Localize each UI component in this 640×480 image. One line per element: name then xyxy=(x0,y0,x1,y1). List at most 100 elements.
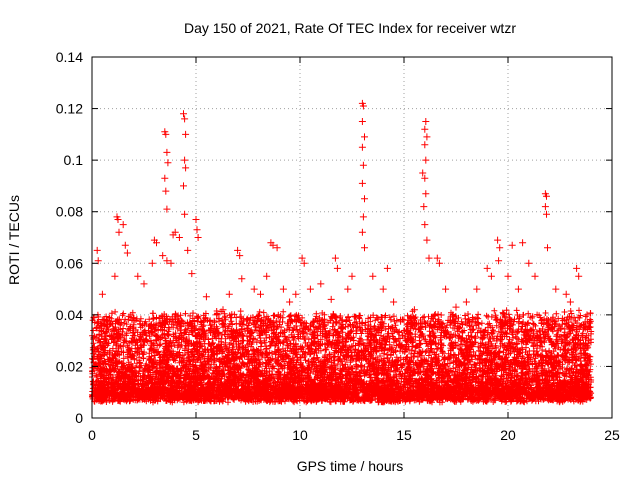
scatter-point xyxy=(358,143,366,151)
scatter-point xyxy=(153,239,160,247)
scatter-point xyxy=(400,316,408,324)
scatter-point xyxy=(225,290,233,298)
scatter-point xyxy=(236,252,244,260)
scatter-point xyxy=(487,272,495,280)
scatter-point xyxy=(171,228,179,236)
scatter-point xyxy=(298,254,306,262)
x-tick-label: 0 xyxy=(88,427,96,443)
scatter-point xyxy=(508,241,516,249)
scatter-point xyxy=(114,216,122,223)
scatter-point xyxy=(442,285,450,293)
y-axis-title: ROTI / TECUs xyxy=(6,195,22,285)
scatter-point xyxy=(543,210,550,218)
scatter-point xyxy=(504,272,512,280)
scatter-point xyxy=(514,285,522,293)
scatter-point xyxy=(344,285,352,293)
chart-title: Day 150 of 2021, Rate Of TEC Index for r… xyxy=(184,20,516,36)
scatter-point xyxy=(188,270,196,278)
scatter-point xyxy=(358,118,366,125)
scatter-point xyxy=(292,290,300,298)
scatter-point xyxy=(181,115,189,123)
scatter-point xyxy=(159,252,167,260)
scatter-point xyxy=(361,244,368,252)
scatter-point xyxy=(162,187,170,195)
scatter-point xyxy=(234,246,242,254)
scatter-point xyxy=(175,234,183,241)
scatter-point xyxy=(327,295,335,303)
scatter-point xyxy=(421,174,429,182)
scatter-point xyxy=(279,285,287,293)
scatter-point xyxy=(164,159,172,167)
scatter-point xyxy=(202,293,210,301)
y-tick-label: 0.02 xyxy=(56,358,83,374)
scatter-point xyxy=(361,195,368,203)
y-tick-label: 0 xyxy=(75,410,83,426)
scatter-point xyxy=(543,192,550,200)
scatter-point xyxy=(531,272,539,280)
scatter-point xyxy=(163,148,171,156)
scatter-point xyxy=(544,244,551,252)
scatter-point xyxy=(98,290,106,298)
scatter-point xyxy=(140,280,148,288)
x-tick-label: 25 xyxy=(604,427,620,443)
scatter-point xyxy=(425,254,433,262)
scatter-point xyxy=(273,244,281,252)
scatter-point xyxy=(422,156,430,164)
scatter-point xyxy=(121,241,129,249)
scatter-point xyxy=(348,272,356,280)
scatter-point xyxy=(94,257,102,265)
x-tick-label: 15 xyxy=(396,427,412,443)
scatter-point xyxy=(420,203,428,211)
scatter-point xyxy=(519,239,527,247)
y-tick-label: 0.1 xyxy=(64,152,84,168)
scatter-point xyxy=(193,226,201,234)
scatter-point xyxy=(162,130,170,138)
y-tick-label: 0.12 xyxy=(56,101,83,117)
scatter-point xyxy=(562,290,570,298)
y-tick-label: 0.08 xyxy=(56,204,83,220)
scatter-point xyxy=(181,156,189,164)
plot-frame xyxy=(91,56,613,419)
scatter-point xyxy=(286,298,294,306)
scatter-point xyxy=(421,125,429,133)
scatter-point xyxy=(167,259,175,267)
scatter-point xyxy=(583,311,591,319)
scatter-point xyxy=(359,102,367,110)
scatter-point xyxy=(566,298,574,306)
scatter-point xyxy=(361,133,368,141)
scatter-point xyxy=(119,221,127,229)
scatter-point xyxy=(181,210,189,218)
scatter-point xyxy=(317,280,325,288)
scatter-point xyxy=(452,303,460,311)
axis-ticks: 0 5 10 15 20 25 0 0.02 0.04 0.06 0.08 0.1 0.12 0.14 xyxy=(56,49,620,443)
scatter-point xyxy=(134,272,142,280)
scatter-point xyxy=(495,257,503,265)
scatter-point xyxy=(123,249,131,257)
scatter-point xyxy=(496,244,504,252)
scatter-point xyxy=(575,272,583,280)
y-tick-label: 0.04 xyxy=(56,307,83,323)
scatter-point xyxy=(379,285,387,293)
scatter-point xyxy=(182,130,190,138)
scatter-point xyxy=(422,118,430,125)
scatter-point xyxy=(390,298,398,306)
scatter-point xyxy=(494,236,502,244)
scatter-point xyxy=(358,179,366,187)
scatter-point xyxy=(257,290,264,298)
scatter-point xyxy=(238,275,246,283)
scatter-point xyxy=(93,246,101,254)
scatter-point xyxy=(163,205,171,213)
scatter-point xyxy=(423,236,431,244)
scatter-point xyxy=(219,306,227,314)
scatter-point xyxy=(359,213,367,221)
scatter-point xyxy=(180,182,187,190)
scatter-point xyxy=(184,246,192,254)
scatter-point xyxy=(369,272,377,280)
x-axis-title: GPS time / hours xyxy=(297,458,404,474)
y-tick-label: 0.14 xyxy=(56,49,83,65)
data-points xyxy=(89,99,595,406)
scatter-point xyxy=(148,259,156,267)
scatter-point xyxy=(483,264,491,272)
scatter-point xyxy=(419,169,427,177)
